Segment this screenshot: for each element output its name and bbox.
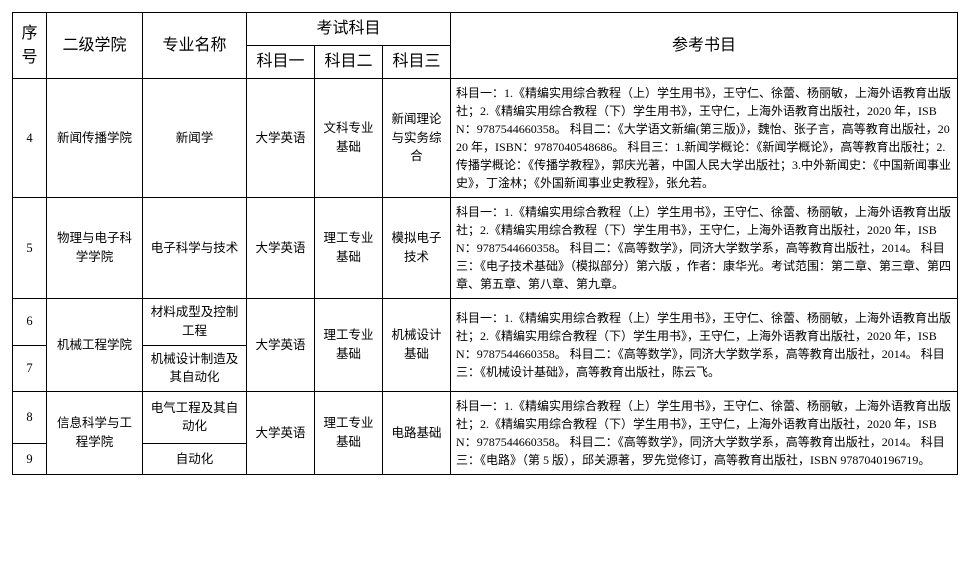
cell-dept: 新闻传播学院 <box>47 79 143 198</box>
cell-ref: 科目一：1.《精编实用综合教程（上）学生用书》，王守仁、徐蕾、杨丽敏，上海外语教… <box>451 79 958 198</box>
cell-seq: 5 <box>13 198 47 299</box>
table-row: 8 信息科学与工程学院 电气工程及其自动化 大学英语 理工专业基础 电路基础 科… <box>13 392 958 444</box>
cell-dept: 机械工程学院 <box>47 299 143 392</box>
header-seq: 序号 <box>13 13 47 79</box>
header-major: 专业名称 <box>143 13 247 79</box>
header-ref: 参考书目 <box>451 13 958 79</box>
cell-sub2: 文科专业基础 <box>315 79 383 198</box>
exam-reference-table: 序号 二级学院 专业名称 考试科目 参考书目 科目一 科目二 科目三 4 新闻传… <box>12 12 958 475</box>
cell-ref: 科目一：1.《精编实用综合教程（上）学生用书》，王守仁、徐蕾、杨丽敏，上海外语教… <box>451 392 958 475</box>
cell-dept: 信息科学与工程学院 <box>47 392 143 475</box>
cell-sub2: 理工专业基础 <box>315 392 383 475</box>
header-sub1: 科目一 <box>247 46 315 79</box>
cell-sub2: 理工专业基础 <box>315 299 383 392</box>
cell-sub3: 新闻理论与实务综合 <box>383 79 451 198</box>
cell-dept: 物理与电子科学学院 <box>47 198 143 299</box>
cell-major: 材料成型及控制工程 <box>143 299 247 346</box>
table-row: 5 物理与电子科学学院 电子科学与技术 大学英语 理工专业基础 模拟电子技术 科… <box>13 198 958 299</box>
cell-seq: 6 <box>13 299 47 346</box>
header-sub3: 科目三 <box>383 46 451 79</box>
cell-seq: 4 <box>13 79 47 198</box>
cell-sub2: 理工专业基础 <box>315 198 383 299</box>
cell-sub3: 模拟电子技术 <box>383 198 451 299</box>
cell-major: 新闻学 <box>143 79 247 198</box>
cell-sub1: 大学英语 <box>247 299 315 392</box>
cell-sub1: 大学英语 <box>247 79 315 198</box>
cell-major: 自动化 <box>143 443 247 474</box>
cell-major: 电气工程及其自动化 <box>143 392 247 444</box>
cell-ref: 科目一：1.《精编实用综合教程（上）学生用书》，王守仁、徐蕾、杨丽敏，上海外语教… <box>451 299 958 392</box>
header-exam-group: 考试科目 <box>247 13 451 46</box>
cell-sub3: 机械设计基础 <box>383 299 451 392</box>
cell-sub3: 电路基础 <box>383 392 451 475</box>
cell-seq: 7 <box>13 345 47 392</box>
table-header: 序号 二级学院 专业名称 考试科目 参考书目 科目一 科目二 科目三 <box>13 13 958 79</box>
table-body: 4 新闻传播学院 新闻学 大学英语 文科专业基础 新闻理论与实务综合 科目一：1… <box>13 79 958 475</box>
table-row: 4 新闻传播学院 新闻学 大学英语 文科专业基础 新闻理论与实务综合 科目一：1… <box>13 79 958 198</box>
cell-sub1: 大学英语 <box>247 392 315 475</box>
cell-major: 电子科学与技术 <box>143 198 247 299</box>
cell-seq: 9 <box>13 443 47 474</box>
cell-seq: 8 <box>13 392 47 444</box>
header-sub2: 科目二 <box>315 46 383 79</box>
header-dept: 二级学院 <box>47 13 143 79</box>
table-row: 6 机械工程学院 材料成型及控制工程 大学英语 理工专业基础 机械设计基础 科目… <box>13 299 958 346</box>
cell-major: 机械设计制造及其自动化 <box>143 345 247 392</box>
cell-ref: 科目一：1.《精编实用综合教程（上）学生用书》，王守仁、徐蕾、杨丽敏，上海外语教… <box>451 198 958 299</box>
cell-sub1: 大学英语 <box>247 198 315 299</box>
